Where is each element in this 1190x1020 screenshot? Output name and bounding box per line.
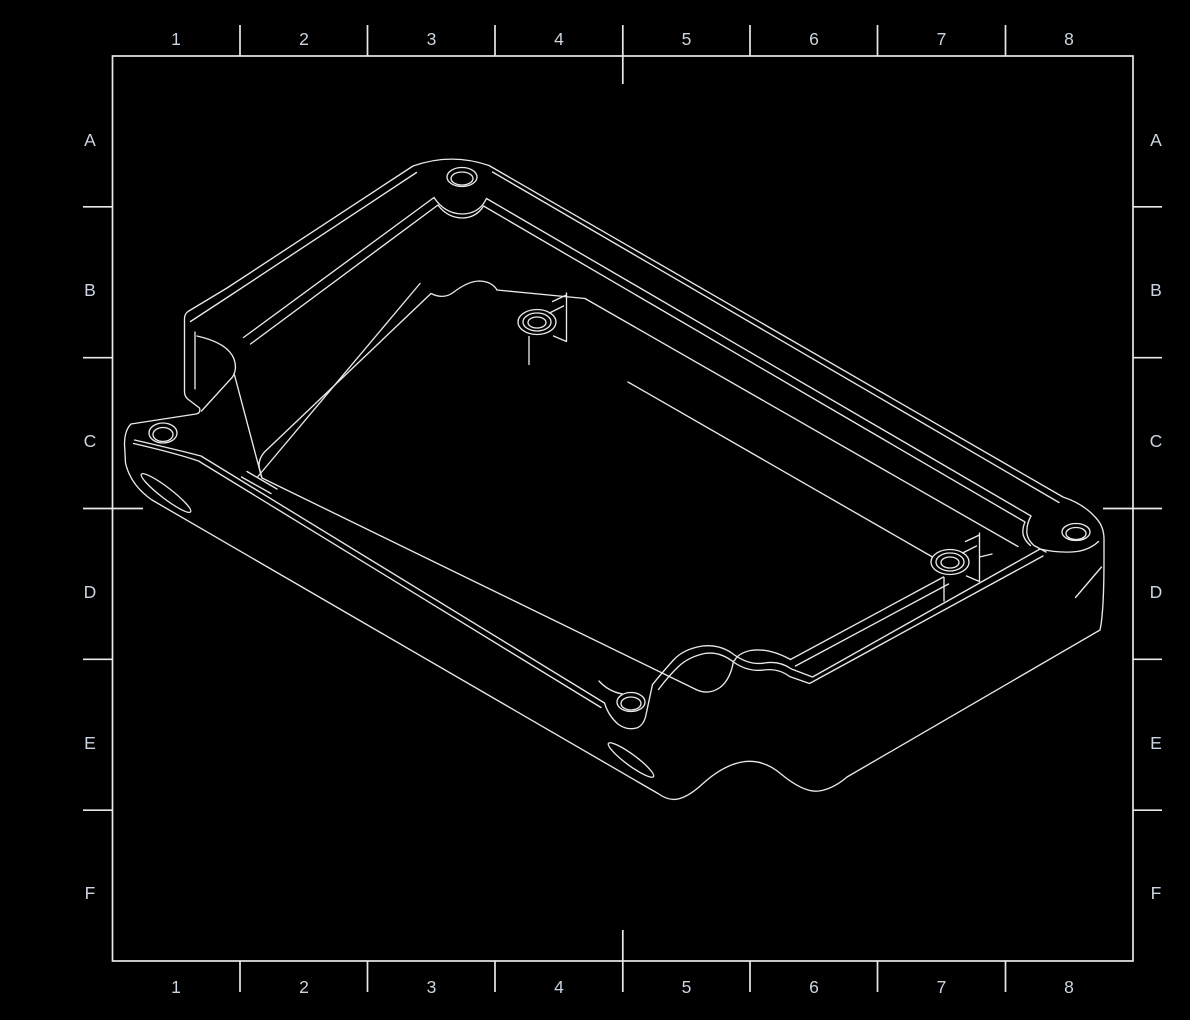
boss-chamfer-ellipse — [935, 552, 965, 572]
cavity-notch-intrusion — [695, 660, 735, 693]
top-col-label-4: 4 — [554, 29, 564, 49]
bottom-col-label-3: 3 — [427, 977, 437, 997]
bottom-corner-fillet-sliver — [607, 742, 655, 778]
zone-labels: 1 2 3 4 5 6 7 8 1 2 3 4 5 6 7 8 A B C D … — [84, 29, 1163, 997]
cavity-inner-wall-edge-left — [256, 282, 421, 478]
left-row-label-d: D — [84, 582, 97, 602]
wall-rim-outer-line — [242, 196, 1047, 553]
lower-right-flange-notch-band — [651, 540, 1103, 691]
recess-floor-side-edge — [233, 374, 263, 478]
flange-edge-lower-left-inner — [132, 442, 602, 709]
right-zone-ticks — [1133, 205, 1162, 812]
screw-boss-upper — [517, 292, 568, 366]
right-row-label-e: E — [1150, 733, 1162, 753]
notch-band-outer-line — [651, 548, 1041, 686]
recess-floor-hook-edge — [196, 335, 237, 412]
drawing-frame — [83, 25, 1162, 992]
mounting-ear-holes — [148, 166, 1091, 713]
left-row-label-a: A — [84, 130, 96, 150]
right-row-label-a: A — [1150, 130, 1162, 150]
boss-hole-ellipse — [527, 316, 547, 329]
left-ear-hole-inner — [152, 426, 174, 443]
cavity-notch-bump-edge — [733, 649, 792, 662]
top-col-label-6: 6 — [809, 29, 819, 49]
top-col-label-7: 7 — [937, 29, 947, 49]
top-col-label-1: 1 — [171, 29, 181, 49]
cavity-lip-lower-right-outer — [789, 576, 945, 661]
bottom-col-label-2: 2 — [299, 977, 309, 997]
cavity-lip-top-corner-connector — [496, 289, 586, 300]
top-col-label-2: 2 — [299, 29, 309, 49]
cavity-lip-lower-left — [261, 477, 697, 691]
bottom-ear-hole-inner — [620, 696, 642, 711]
bottom-col-label-8: 8 — [1064, 977, 1074, 997]
wall-rim-inner-line — [249, 204, 1032, 547]
right-row-label-b: B — [1150, 280, 1162, 300]
boss-hole-ellipse — [940, 556, 960, 569]
top-col-label-8: 8 — [1064, 29, 1074, 49]
bottom-col-label-6: 6 — [809, 977, 819, 997]
enclosure-isometric-view — [123, 158, 1105, 801]
flange-edge-lower-left-outer — [133, 439, 606, 704]
right-ear-hole-inner — [1065, 526, 1087, 541]
boss-outer-ellipse — [930, 548, 970, 576]
left-wall-recess — [194, 331, 278, 495]
right-row-label-c: C — [1150, 431, 1163, 451]
bottom-mounting-ear — [598, 680, 654, 730]
interior-cavity-edges — [256, 280, 1019, 693]
bottom-ear-rim-scallop — [598, 680, 624, 695]
flange-edge-offset-upper-right — [491, 171, 1060, 504]
cavity-floor-edge-upper-right — [627, 381, 934, 558]
left-zone-ticks — [83, 205, 113, 812]
left-row-label-c: C — [84, 431, 97, 451]
left-row-label-e: E — [84, 733, 96, 753]
bottom-col-label-1: 1 — [171, 977, 181, 997]
bottom-ear-hole — [616, 691, 646, 713]
right-row-label-f: F — [1151, 883, 1162, 903]
top-zone-ticks — [239, 25, 1007, 56]
right-row-label-d: D — [1150, 582, 1163, 602]
boss-chamfer-ellipse — [522, 312, 552, 332]
top-ear-hole — [446, 166, 478, 188]
top-col-label-5: 5 — [682, 29, 692, 49]
bottom-col-label-5: 5 — [682, 977, 692, 997]
bottom-col-label-7: 7 — [937, 977, 947, 997]
bottom-zone-ticks — [239, 961, 1007, 992]
boss-outer-ellipse — [517, 308, 557, 336]
recess-lowered-wall-edges — [240, 470, 278, 495]
flange-edge-offset-upper-left — [189, 171, 418, 323]
right-ear-lower-edge — [1039, 540, 1100, 553]
boss-center-mark — [943, 532, 993, 602]
bottom-col-label-4: 4 — [554, 977, 564, 997]
right-ear-web-edge — [1074, 566, 1103, 599]
cavity-lip-lower-right-inner — [794, 583, 950, 667]
wall-fillet-tangent-edges — [140, 472, 655, 778]
left-row-label-f: F — [85, 883, 96, 903]
notch-band-inner-line — [657, 555, 1044, 691]
left-ear-hole — [148, 422, 178, 444]
boss-center-mark — [528, 292, 568, 366]
cavity-lip-upper-left-with-boss-bump — [258, 280, 498, 479]
left-row-label-b: B — [84, 280, 96, 300]
bottom-ear-outline — [603, 683, 654, 730]
cavity-lip-upper-right — [584, 297, 1019, 548]
left-corner-fillet-sliver — [140, 472, 192, 514]
top-ear-hole-inner — [450, 171, 474, 186]
top-col-label-3: 3 — [427, 29, 437, 49]
screw-boss-lower — [930, 532, 993, 602]
right-ear-hole — [1061, 522, 1091, 542]
enclosure-outer-silhouette — [123, 158, 1105, 801]
